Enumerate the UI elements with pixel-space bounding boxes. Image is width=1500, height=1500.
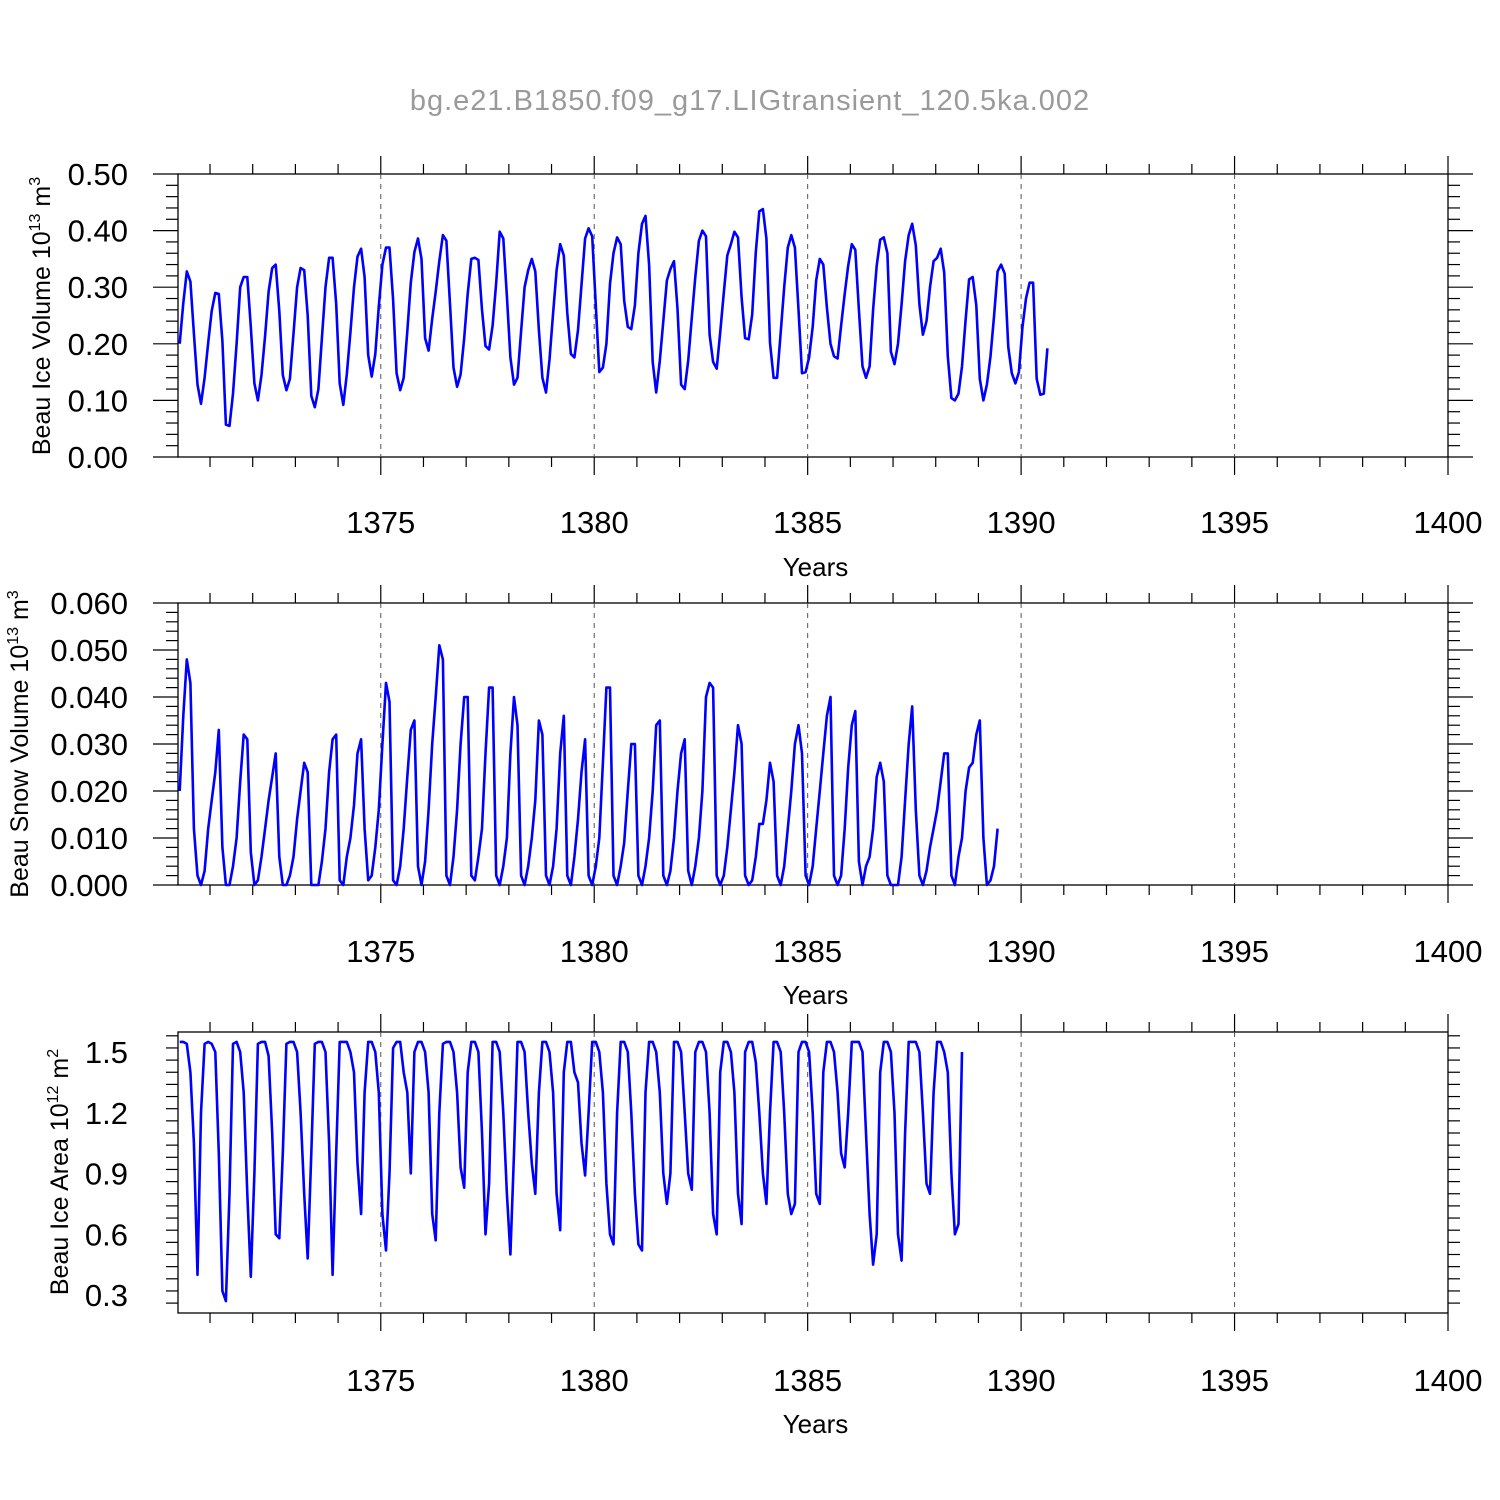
x-tick-label: 1375 xyxy=(346,505,415,540)
y-tick-label: 1.5 xyxy=(85,1035,128,1070)
x-tick-label: 1400 xyxy=(1414,934,1483,969)
x-axis-label: Years xyxy=(783,552,849,582)
y-tick-label: 0.3 xyxy=(85,1278,128,1313)
y-tick-label: 0.050 xyxy=(50,633,128,668)
y-tick-label: 0.20 xyxy=(68,327,128,362)
panel-snow-volume: 1375 1380 1385 1390 1395 1400 Years 0.000 0.010 0… xyxy=(5,585,1482,1010)
x-tick-label: 1390 xyxy=(987,934,1056,969)
series-line-snow-volume xyxy=(178,643,999,887)
x-tick-label: 1395 xyxy=(1200,505,1269,540)
x-tick-label: 1395 xyxy=(1200,934,1269,969)
x-tick-label: 1375 xyxy=(346,934,415,969)
y-tick-label: 0.010 xyxy=(50,821,128,856)
plot-frame xyxy=(177,1031,1449,1314)
x-tick-label: 1390 xyxy=(987,1363,1056,1398)
x-tick-label: 1380 xyxy=(560,934,629,969)
y-tick-label: 0.9 xyxy=(85,1157,128,1192)
x-tick-label: 1380 xyxy=(560,505,629,540)
y-tick-label: 0.000 xyxy=(50,868,128,903)
y-tick-label: 0.30 xyxy=(68,270,128,305)
x-tick-label: 1375 xyxy=(346,1363,415,1398)
panel-ice-area: 1375 1380 1385 1390 1395 1400 Years 0.3 0.6 0.9 1.… xyxy=(45,1014,1482,1439)
x-axis-label: Years xyxy=(783,980,849,1010)
y-tick-label: 0.40 xyxy=(68,214,128,249)
y-tick-label: 0.00 xyxy=(68,440,128,475)
y-axis-label: Beau Ice Volume 1013 m3 xyxy=(27,177,56,455)
series-line-ice-area xyxy=(179,1040,964,1303)
y-tick-label: 0.6 xyxy=(85,1217,128,1252)
x-tick-label: 1400 xyxy=(1414,505,1483,540)
y-tick-label: 0.10 xyxy=(68,383,128,418)
y-tick-label: 0.030 xyxy=(50,727,128,762)
panel-ice-volume: 1375 1380 1385 1390 1395 1400 Years 0.00 0.10 0.2… xyxy=(27,156,1482,582)
x-tick-label: 1385 xyxy=(773,1363,842,1398)
y-axis-label: Beau Ice Area 1012 m2 xyxy=(45,1049,74,1295)
y-tick-label: 0.040 xyxy=(50,680,128,715)
series-line-ice-volume xyxy=(178,207,1049,428)
x-tick-label: 1395 xyxy=(1200,1363,1269,1398)
y-tick-label: 0.060 xyxy=(50,586,128,621)
x-tick-label: 1390 xyxy=(987,505,1056,540)
x-tick-label: 1380 xyxy=(560,1363,629,1398)
x-tick-label: 1385 xyxy=(773,934,842,969)
chart-panels: 1375 1380 1385 1390 1395 1400 Years 0.00 0.10 0.2… xyxy=(5,156,1482,1439)
x-axis-label: Years xyxy=(783,1409,849,1439)
y-tick-label: 0.50 xyxy=(68,157,128,192)
plot-frame xyxy=(177,173,1449,458)
plot-frame xyxy=(177,602,1449,886)
figure-title: bg.e21.B1850.f09_g17.LIGtransient_120.5k… xyxy=(410,85,1090,117)
y-tick-label: 0.020 xyxy=(50,774,128,809)
y-tick-label: 1.2 xyxy=(85,1096,128,1131)
x-tick-label: 1400 xyxy=(1414,1363,1483,1398)
x-tick-label: 1385 xyxy=(773,505,842,540)
y-axis-label: Beau Snow Volume 1013 m3 xyxy=(5,590,34,898)
